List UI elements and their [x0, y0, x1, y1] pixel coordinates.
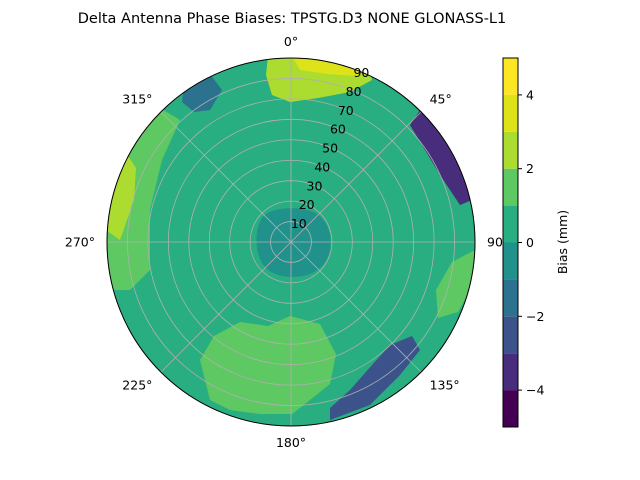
colorbar-label: Bias (mm)	[555, 210, 570, 274]
colorbar-level	[503, 279, 518, 317]
radial-tick-label: 40	[314, 159, 330, 174]
contour-region-east-rim	[436, 250, 475, 318]
colorbar-tick-label: 2	[526, 161, 534, 176]
radial-tick-label: 80	[346, 84, 362, 99]
colorbar-level	[503, 205, 518, 243]
angular-gridline	[290, 111, 422, 243]
polar-grid	[106, 57, 476, 427]
contour-region-north-rim-peak	[292, 58, 362, 76]
angular-tick-label: 135°	[430, 378, 460, 393]
radial-tick-label: 10	[291, 216, 307, 231]
colorbar-levels	[503, 58, 518, 427]
radial-tick-label: 30	[307, 178, 323, 193]
colorbar-tick-label: 4	[526, 87, 534, 102]
colorbar-level	[503, 131, 518, 169]
polar-frame	[106, 57, 476, 427]
angular-gridline	[290, 241, 422, 373]
colorbar-tick-label: 0	[526, 235, 534, 250]
colorbar-level	[503, 94, 518, 132]
radial-tick-label: 90	[353, 65, 369, 80]
chart-title: Delta Antenna Phase Biases: TPSTG.D3 NON…	[78, 11, 506, 27]
colorbar-level	[503, 353, 518, 391]
colorbar-tick-label: −4	[526, 383, 544, 398]
colorbar-level	[503, 58, 518, 95]
angular-tick-label: 315°	[122, 91, 152, 106]
angular-tick-label: 45°	[430, 91, 452, 106]
colorbar-tick-label: −2	[526, 309, 544, 324]
angular-tick-label: 0°	[284, 34, 298, 49]
radial-tick-label: 20	[299, 197, 315, 212]
angular-gridline	[160, 241, 292, 373]
contour-region-northeast-rim	[410, 110, 472, 205]
radial-tick-label: 50	[322, 141, 338, 156]
radial-tick-label: 70	[338, 103, 354, 118]
colorbar-level	[503, 390, 518, 427]
contour-region-southeast-rim	[330, 336, 420, 420]
colorbar-ticks: −4 −2 0 2 4	[518, 87, 544, 398]
angular-tick-label: 225°	[122, 378, 152, 393]
colorbar: −4 −2 0 2 4 Bias (mm)	[502, 57, 570, 428]
angular-tick-labels: 0°45°90°135°180°225°270°315°	[65, 34, 509, 450]
angular-gridline	[160, 111, 292, 243]
angular-tick-label: 270°	[65, 235, 95, 250]
colorbar-level	[503, 316, 518, 354]
contour-region-center	[256, 208, 331, 277]
radial-tick-labels: 10 20 30 40 50 60 70 80 90	[291, 65, 370, 231]
colorbar-level	[503, 168, 518, 206]
contour-region-south-lobe	[200, 316, 336, 414]
radial-tick-label: 60	[330, 122, 346, 137]
angular-tick-label: 180°	[276, 435, 306, 450]
colorbar-level	[503, 242, 518, 280]
